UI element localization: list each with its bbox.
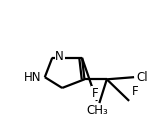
Text: CH₃: CH₃ <box>86 104 108 117</box>
Text: N: N <box>55 50 64 63</box>
Text: HN: HN <box>24 71 41 84</box>
Text: F: F <box>92 87 98 100</box>
Text: F: F <box>132 85 138 98</box>
Text: Cl: Cl <box>137 71 148 84</box>
